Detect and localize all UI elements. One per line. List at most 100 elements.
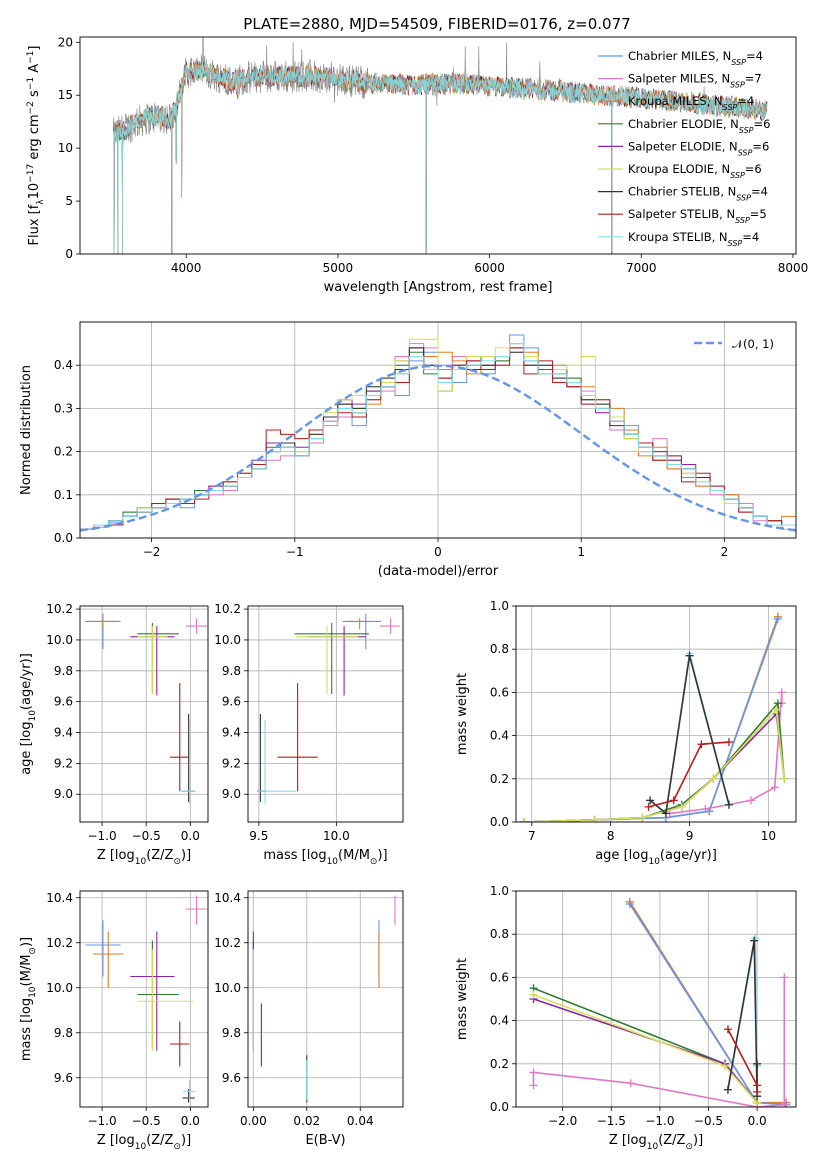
x-tick-label: 0 xyxy=(434,545,442,559)
y-tick-label: 1.0 xyxy=(490,884,509,898)
plot-area xyxy=(529,897,791,1107)
axes-frame xyxy=(79,36,797,255)
y-tick-label: 0.1 xyxy=(54,488,73,502)
plot-area xyxy=(257,613,400,804)
weight-marker xyxy=(724,800,733,809)
x-tick-label: 5000 xyxy=(323,261,354,275)
panel-spectrum: 4000 5000 6000 7000 8000 0 5 10 15 20 Chabrier MIL… xyxy=(26,35,809,295)
weight-marker xyxy=(723,1025,732,1034)
y-tick-label: 0.0 xyxy=(54,531,73,545)
x-tick-label: −0.5 xyxy=(694,1114,723,1128)
errorbar-salpeter_miles xyxy=(185,618,208,634)
x-tick-label: 9 xyxy=(686,829,694,843)
plot-area xyxy=(85,895,208,1103)
y-tick-label: 9.4 xyxy=(222,726,241,740)
plot-area xyxy=(113,37,768,254)
weight-marker xyxy=(661,809,670,818)
legend: Chabrier MILES, NSSP=4 Salpeter MILES, NS… xyxy=(598,49,770,247)
y-tick-label: 10.2 xyxy=(46,936,73,950)
y-tick-label: 0.4 xyxy=(54,358,73,372)
weight-marker xyxy=(753,1087,762,1096)
y-tick-label: 10.0 xyxy=(214,981,241,995)
x-tick-label: 4000 xyxy=(171,261,202,275)
weight-marker xyxy=(773,699,782,708)
weight-marker xyxy=(519,818,528,822)
legend-entry: Kroupa ELODIE, NSSP=6 xyxy=(628,162,762,180)
y-tick-label: 0.4 xyxy=(490,729,509,743)
x-axis-label: E(B-V) xyxy=(305,1133,345,1148)
y-tick-label: 0.4 xyxy=(490,1014,509,1028)
y-tick-label: 9.6 xyxy=(54,695,73,709)
weight-marker xyxy=(529,1081,538,1090)
weight-marker xyxy=(772,705,781,714)
x-tick-label: 0.00 xyxy=(240,1114,267,1128)
errorbar-chabrier_miles xyxy=(85,920,121,977)
weight-marker xyxy=(646,796,655,805)
x-tick-label: 10.0 xyxy=(323,829,350,843)
y-tick-label: 9.0 xyxy=(222,787,241,801)
x-tick-label: 8 xyxy=(607,829,615,843)
y-axis-label: mass [log10(M/M⊙)] xyxy=(19,937,38,1061)
x-tick-label: 0.02 xyxy=(293,1114,320,1128)
x-axis-label: Z [log10(Z/Z⊙)] xyxy=(97,848,191,867)
errorbar-salpeter_stelib xyxy=(170,1021,190,1067)
x-tick-label: 9.5 xyxy=(249,829,268,843)
weight-marker xyxy=(721,1061,730,1070)
y-tick-label: 10.2 xyxy=(46,602,73,616)
y-tick-label: 0.2 xyxy=(54,445,73,459)
panel-age_vs_z: −1.0 −0.5 0.0 9.0 9.2 9.4 9.6 9.8 10.0 10.2 Z [log… xyxy=(19,602,209,867)
y-tick-label: 10.0 xyxy=(214,633,241,647)
panel-weight_vs_age: 7 8 9 10 0.0 0.2 0.4 0.6 0.8 1.0 age [log10(age/yr… xyxy=(455,599,797,867)
x-axis-label: wavelength [Angstrom, rest frame] xyxy=(324,280,553,295)
panel-mass_vs_z: −1.0 −0.5 0.0 9.6 9.8 10.0 10.2 10.4 Z [log10(Z/… xyxy=(19,890,209,1152)
errorbar-chabrier_elodie xyxy=(294,622,369,694)
weight-marker xyxy=(625,899,634,908)
errorbar-kroupa_elodie xyxy=(137,626,168,694)
errorbar-chabrier_elodie xyxy=(137,940,179,1049)
y-axis-label: mass weight xyxy=(455,958,470,1040)
y-tick-label: 0.2 xyxy=(490,1057,509,1071)
y-tick-label: 10 xyxy=(58,141,73,155)
y-tick-label: 5 xyxy=(65,194,73,208)
weight-marker xyxy=(644,802,653,811)
weight-marker xyxy=(750,936,759,945)
x-tick-label: 8000 xyxy=(778,261,809,275)
x-tick-label: 7000 xyxy=(626,261,657,275)
x-tick-label: −1.0 xyxy=(645,1114,674,1128)
errorbar-kroupa_stelib xyxy=(257,720,297,804)
y-tick-label: 10.0 xyxy=(46,633,73,647)
weight-marker xyxy=(780,973,789,982)
x-tick-label: −0.5 xyxy=(132,829,161,843)
y-tick-label: 9.6 xyxy=(222,1071,241,1085)
y-axis-label: Flux [fλ10−17 erg cm−2 s−1 A−1] xyxy=(26,46,46,246)
weight-marker xyxy=(709,774,718,783)
axes-frame xyxy=(515,605,797,823)
weight-line-chabrier_stelib xyxy=(727,940,758,1097)
weight-line-kroupa_miles xyxy=(523,616,779,822)
panel-residuals: −2 −1 0 1 2 0.0 0.1 0.2 0.3 0.4 𝒩(0, 1) (data-model… xyxy=(19,321,797,579)
panel-mass_vs_ebv: 0.00 0.02 0.04 9.6 9.8 10.0 10.2 10.4 E(B-V) xyxy=(214,890,404,1148)
x-tick-label: −1.5 xyxy=(597,1114,626,1128)
weight-marker xyxy=(770,783,779,792)
errorbar-salpeter_miles xyxy=(379,618,400,634)
weight-marker xyxy=(590,815,599,822)
errorbar-kroupa_stelib xyxy=(183,1080,196,1101)
errorbar-chabrier_miles xyxy=(348,613,382,650)
weight-line-chabrier_stelib xyxy=(649,655,730,815)
x-axis-label: (data-model)/error xyxy=(378,564,499,579)
errorbar-salpeter_stelib xyxy=(170,683,190,792)
weight-line-kroupa_miles xyxy=(629,901,787,1104)
weight-marker xyxy=(747,796,756,805)
y-tick-label: 0.3 xyxy=(54,401,73,415)
y-tick-label: 0.2 xyxy=(490,772,509,786)
legend-entry: Kroupa STELIB, NSSP=4 xyxy=(628,230,759,248)
weight-marker xyxy=(777,688,786,697)
y-axis-label: age [log10(age/yr)] xyxy=(19,653,38,775)
weight-marker xyxy=(529,990,538,999)
x-axis-label: Z [log10(Z/Z⊙)] xyxy=(609,1133,703,1152)
weight-marker xyxy=(529,1068,538,1077)
y-tick-label: 15 xyxy=(58,88,73,102)
weight-marker xyxy=(669,796,678,805)
histogram-kroupa_stelib xyxy=(80,343,796,538)
plot-area xyxy=(80,334,796,538)
